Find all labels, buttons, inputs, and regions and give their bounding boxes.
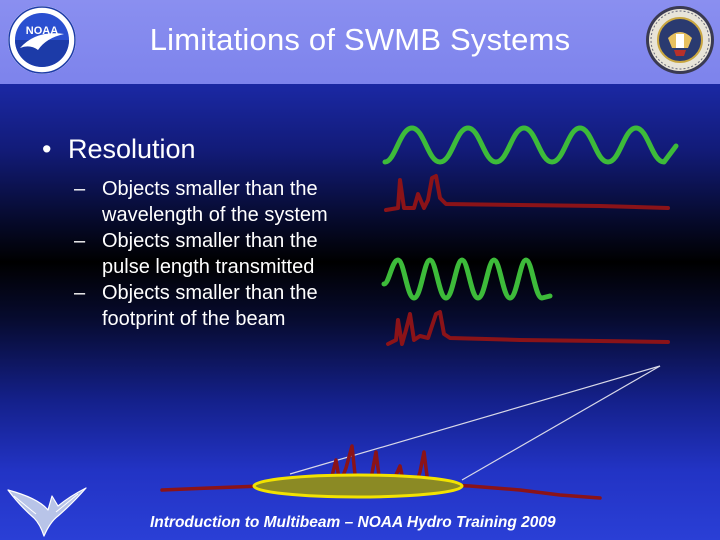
- sub-bullet-marker: –: [74, 282, 86, 304]
- sub-bullet-pulse-length: – Objects smaller than the pulse length …: [74, 228, 354, 280]
- sub-bullet-text: Objects smaller than the pulse length tr…: [102, 230, 318, 278]
- beam-edge-right: [461, 365, 661, 481]
- naval-seal-icon: [646, 6, 714, 74]
- sub-bullet-marker: –: [74, 178, 86, 200]
- echo-trace-1: [384, 174, 670, 212]
- sub-bullet-wavelength: – Objects smaller than the wavelength of…: [74, 176, 354, 228]
- sub-bullet-text: Objects smaller than the wavelength of t…: [102, 178, 328, 226]
- long-wavelength-wave: [382, 125, 679, 165]
- title-bar: NOAA Limitations of SWMB Systems: [0, 0, 720, 84]
- short-wavelength-wave: [381, 257, 553, 301]
- bullet-resolution: • Resolution: [42, 134, 196, 165]
- noaa-bird-icon: [7, 487, 87, 537]
- sub-bullet-text: Objects smaller than the footprint of th…: [102, 282, 318, 330]
- slide-title: Limitations of SWMB Systems: [149, 22, 571, 57]
- noaa-logo-icon: NOAA: [8, 6, 76, 74]
- slide-footer: Introduction to Multibeam – NOAA Hydro T…: [150, 514, 556, 531]
- sub-bullet-list: – Objects smaller than the wavelength of…: [74, 176, 354, 332]
- bullet-label: Resolution: [68, 134, 196, 164]
- sub-bullet-footprint: – Objects smaller than the footprint of …: [74, 280, 354, 332]
- beam-edge-left: [289, 365, 661, 475]
- beam-footprint: [252, 473, 464, 499]
- sub-bullet-marker: –: [74, 230, 86, 252]
- noaa-logo-text: NOAA: [26, 25, 58, 37]
- echo-trace-2: [386, 310, 670, 346]
- bullet-marker: •: [42, 134, 52, 164]
